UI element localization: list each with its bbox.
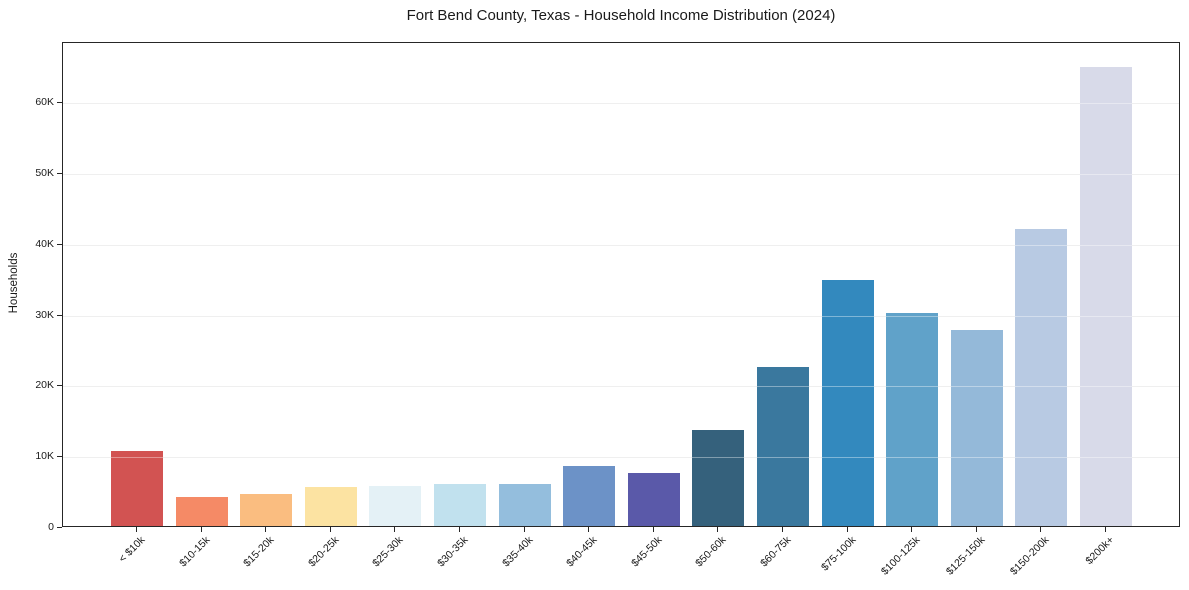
gridline-overlay xyxy=(63,173,1179,175)
bar xyxy=(111,450,163,526)
y-tick-mark xyxy=(57,456,62,458)
x-tick-label: $20-25k xyxy=(305,534,342,570)
bar xyxy=(692,429,745,526)
x-tick-mark xyxy=(523,527,525,532)
gridline-overlay xyxy=(63,315,1179,317)
y-tick-mark xyxy=(57,527,62,528)
bar xyxy=(240,493,293,526)
bar xyxy=(950,329,1003,526)
x-tick-mark xyxy=(265,527,267,532)
bar xyxy=(369,485,422,526)
bar xyxy=(563,465,616,526)
y-tick-label: 50K xyxy=(35,166,54,179)
bar xyxy=(821,279,874,526)
gridline xyxy=(63,315,1179,317)
bar xyxy=(175,496,228,526)
y-tick-label: 0 xyxy=(48,521,54,533)
gridline xyxy=(63,386,1179,388)
chart-title: Fort Bend County, Texas - Household Inco… xyxy=(406,7,836,24)
gridline xyxy=(63,173,1179,175)
x-tick-mark xyxy=(652,527,654,532)
y-tick-mark xyxy=(57,172,62,174)
y-tick-label: 10K xyxy=(35,450,54,463)
x-tick-label: $75-100k xyxy=(818,534,859,574)
x-tick-label: $150-200k xyxy=(1008,534,1052,578)
x-tick-mark xyxy=(911,527,913,532)
x-tick-mark xyxy=(394,527,396,532)
y-tick-mark xyxy=(57,243,62,245)
x-tick-mark xyxy=(588,527,590,532)
gridline-overlay xyxy=(63,103,1179,105)
gridline-overlay xyxy=(63,457,1179,459)
x-tick-mark xyxy=(1105,527,1106,532)
x-tick-mark xyxy=(975,527,977,532)
x-tick-mark xyxy=(782,527,783,532)
x-tick-label: $45-50k xyxy=(628,534,665,570)
x-tick-mark xyxy=(846,527,848,532)
x-tick-mark xyxy=(717,527,719,532)
y-tick-label: 60K xyxy=(35,96,54,109)
gridline xyxy=(63,244,1179,246)
plot-area xyxy=(62,42,1180,527)
x-tick-label: $35-40k xyxy=(499,534,536,570)
bar xyxy=(498,483,551,526)
x-tick-label: $50-60k xyxy=(693,534,729,570)
y-tick-mark xyxy=(57,385,62,387)
gridline-overlay xyxy=(63,244,1179,246)
y-tick-label: 20K xyxy=(35,379,54,392)
y-tick-label: 30K xyxy=(35,308,54,321)
x-tick-mark xyxy=(329,527,331,532)
gridline-overlay xyxy=(63,386,1179,388)
y-tick-mark xyxy=(57,102,62,104)
x-tick-mark xyxy=(459,527,460,532)
bar xyxy=(1080,67,1132,526)
y-tick-label: 40K xyxy=(35,237,54,250)
gridline xyxy=(63,103,1179,105)
bar xyxy=(886,312,939,526)
x-tick-label: < $10k xyxy=(116,534,148,565)
bar xyxy=(1015,228,1068,526)
bar xyxy=(434,483,486,526)
bar xyxy=(757,366,809,526)
x-tick-mark xyxy=(136,527,137,532)
gridline xyxy=(63,457,1179,459)
x-tick-label: $25-30k xyxy=(370,534,406,570)
x-tick-label: $125-150k xyxy=(943,534,988,578)
x-tick-label: $10-15k xyxy=(176,534,213,570)
x-tick-mark xyxy=(200,527,202,532)
bar xyxy=(627,472,680,526)
x-tick-mark xyxy=(1040,527,1042,532)
y-tick-mark xyxy=(57,314,62,316)
bar xyxy=(304,486,357,526)
